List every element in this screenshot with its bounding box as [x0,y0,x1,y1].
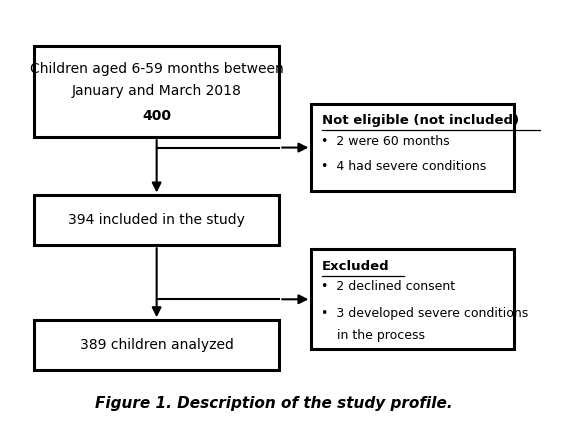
Bar [311,249,514,349]
Bar [34,320,279,370]
Text: •  2 declined consent: • 2 declined consent [321,280,455,293]
Text: in the process: in the process [337,329,425,342]
Bar [34,195,279,245]
Text: Not eligible (not included): Not eligible (not included) [322,114,519,127]
Text: Excluded: Excluded [322,259,389,273]
Bar [34,46,279,137]
Text: Figure 1. Description of the study profile.: Figure 1. Description of the study profi… [95,396,453,411]
Bar [311,104,514,191]
Text: •  2 were 60 months: • 2 were 60 months [321,135,450,148]
Text: •  3 developed severe conditions: • 3 developed severe conditions [321,307,528,320]
Text: •  4 had severe conditions: • 4 had severe conditions [321,160,486,173]
Text: 400: 400 [142,109,171,123]
Text: Children aged 6-59 months between: Children aged 6-59 months between [30,61,283,75]
Text: 394 included in the study: 394 included in the study [68,213,245,227]
Text: January and March 2018: January and March 2018 [72,84,242,98]
Text: 389 children analyzed: 389 children analyzed [80,338,234,352]
